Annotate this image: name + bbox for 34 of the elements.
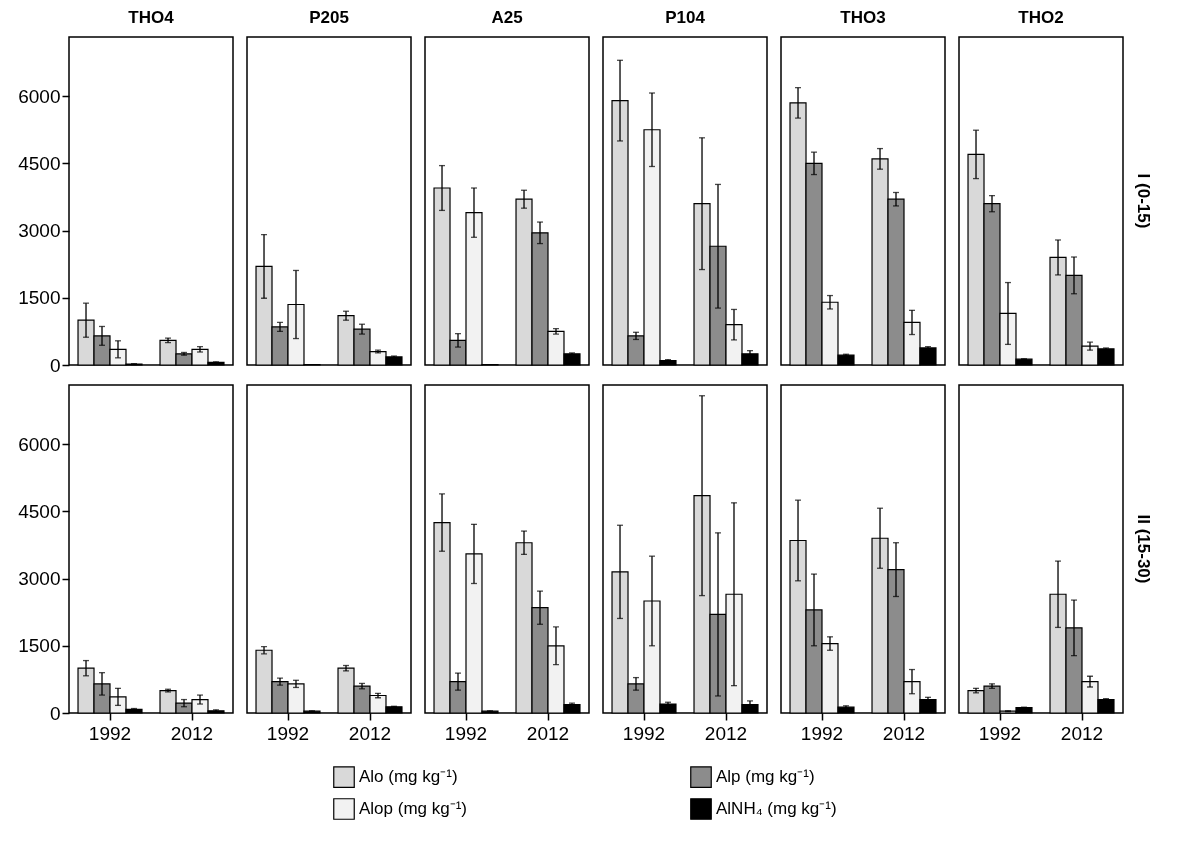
x-tick-label: 2012 <box>348 722 392 744</box>
legend-label: Alo (mg kg⁻¹) <box>359 767 458 787</box>
x-tick-label: 1992 <box>622 722 666 744</box>
legend-label: AlNH₄ (mg kg⁻¹) <box>716 799 837 818</box>
x-tick-label: 1992 <box>444 722 488 744</box>
x-tick-label: 2012 <box>704 722 748 744</box>
y-tick-label: 3000 <box>18 220 61 242</box>
legend-label: Alop (mg kg⁻¹) <box>359 799 468 818</box>
chart-title: P205 <box>309 8 349 27</box>
chart-title: THO3 <box>840 8 886 27</box>
y-tick-label: 1500 <box>18 635 61 657</box>
x-tick-label: 1992 <box>800 722 844 744</box>
y-tick-label: 0 <box>49 354 61 376</box>
chart-title: THO2 <box>1018 8 1064 27</box>
x-tick-label: 2012 <box>526 722 570 744</box>
y-tick-label: 4500 <box>18 152 61 174</box>
y-tick-label: 6000 <box>18 85 61 107</box>
x-tick-label: 1992 <box>266 722 310 744</box>
chart-title: P104 <box>665 8 706 27</box>
y-tick-label: 3000 <box>18 568 61 590</box>
x-tick-label: 1992 <box>978 722 1022 744</box>
y-tick-label: 1500 <box>18 287 61 309</box>
y-tick-label: 0 <box>49 702 61 724</box>
chart-title: THO4 <box>128 8 175 27</box>
legend-label: Alp (mg kg⁻¹) <box>716 767 815 787</box>
x-tick-label: 2012 <box>170 722 214 744</box>
x-tick-label: 2012 <box>882 722 926 744</box>
chart-title: A25 <box>491 8 523 27</box>
y2-axis-title: I (0-15) <box>1134 173 1153 229</box>
x-tick-label: 1992 <box>88 722 132 744</box>
y-tick-label: 4500 <box>18 500 61 522</box>
y2-axis-title: II (15-30) <box>1134 514 1153 584</box>
x-tick-label: 2012 <box>1060 722 1104 744</box>
y-tick-label: 6000 <box>18 433 61 455</box>
